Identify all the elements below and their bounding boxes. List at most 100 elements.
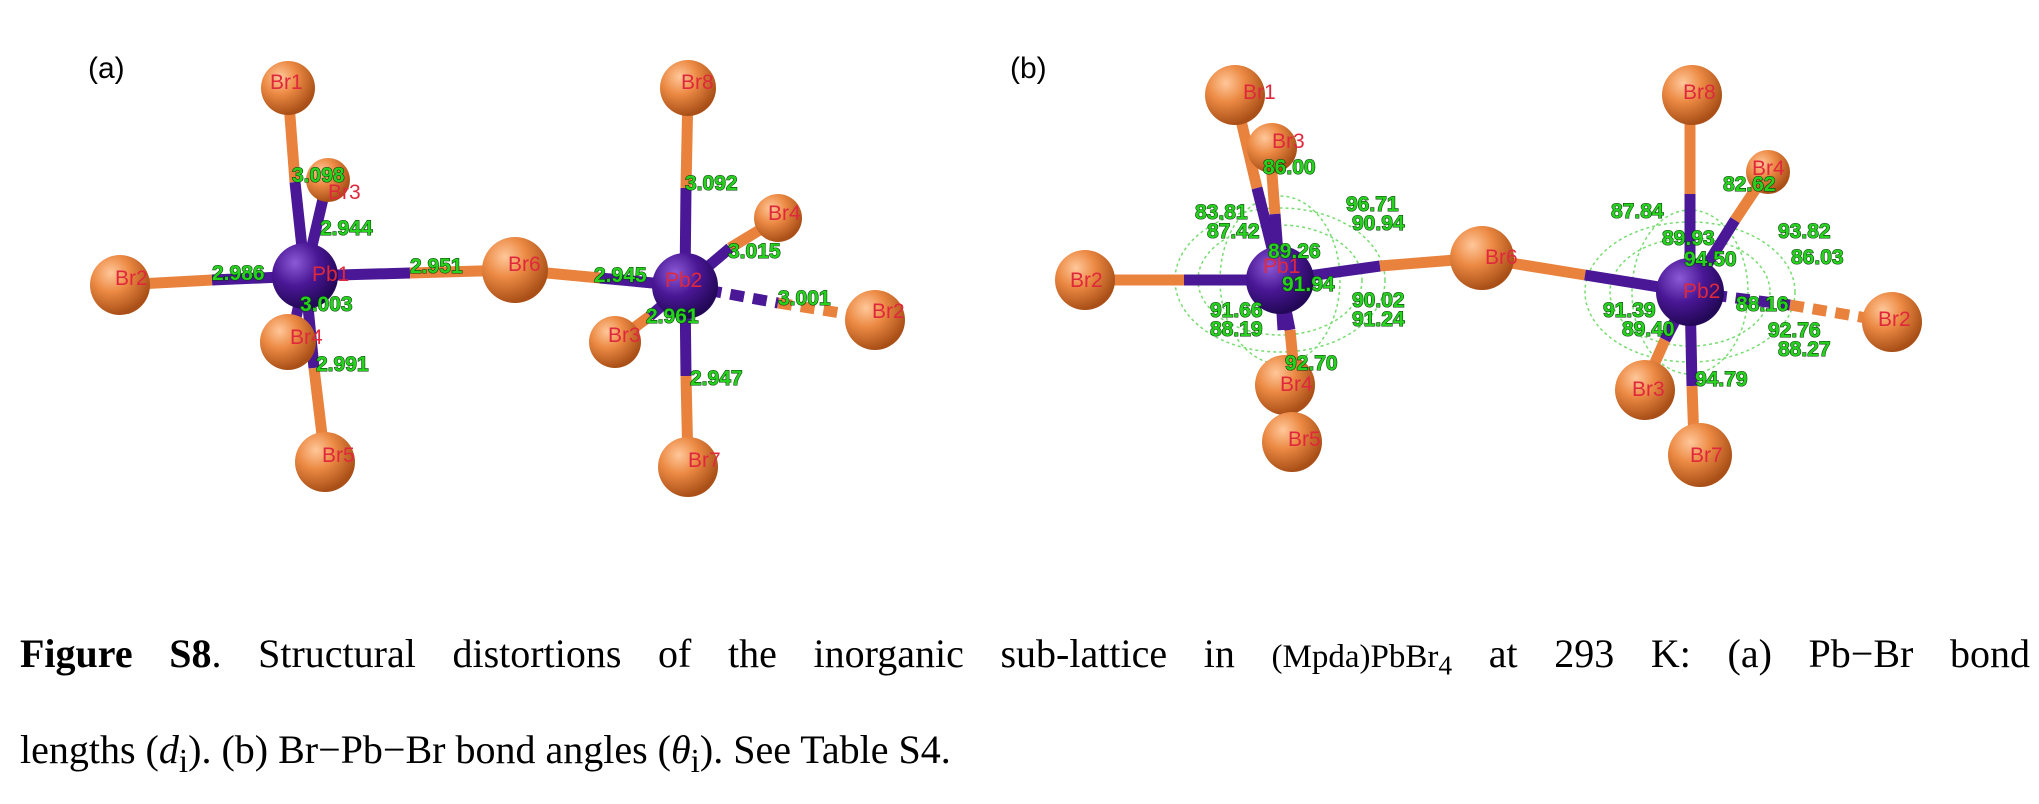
bond-length-label: 2.991	[316, 353, 369, 376]
panel-b-br6-atom	[1450, 226, 1514, 290]
bond-length-label: 3.092	[685, 172, 738, 195]
bond-angle-label: 94.50	[1684, 248, 1737, 271]
compound-subscript: 4	[1438, 649, 1453, 681]
atom-label: Br4	[768, 202, 801, 225]
atom-label: Br1	[1243, 81, 1276, 104]
atom-label: Br7	[688, 449, 721, 472]
atom-label: Br3	[608, 324, 641, 347]
bond-angle-label: 90.02	[1352, 289, 1405, 312]
atom-label: Pb2	[665, 269, 702, 292]
panel-b-pb1-atom	[1246, 246, 1314, 314]
bond-length-label: 2.944	[320, 217, 373, 240]
panel-a-br3b-atom	[589, 316, 641, 368]
bond-length-label: 2.961	[646, 305, 699, 328]
bond-length-label: 3.001	[778, 287, 831, 310]
bond-angle-label: 94.79	[1695, 368, 1748, 391]
panel-a-br1-atom	[261, 61, 315, 115]
caption-text: lengths (	[20, 726, 159, 772]
panel-a-structure: Br1 Br3 Br2 Pb1 Br4 Br5 Br6 Br8 Br4 Pb2 …	[90, 60, 905, 497]
bond-angle-label: 88.27	[1778, 338, 1831, 361]
atom-label: Pb1	[312, 263, 349, 286]
caption-text: ). (b) Br−Pb−Br bond angles (	[188, 726, 671, 772]
bond-angle-label: 89.26	[1268, 240, 1321, 263]
panel-a-pb2-atom	[652, 253, 718, 319]
bond-angle-label: 92.76	[1768, 319, 1821, 342]
caption-text: . Structural distortions of the inorgani…	[211, 631, 1272, 676]
caption-line-1: Figure S8. Structural distortions of the…	[20, 612, 2030, 708]
panel-b-br3b-atom	[1615, 360, 1675, 420]
figure-caption: Figure S8. Structural distortions of the…	[20, 612, 2030, 804]
caption-text: at 293 K: (a) Pb−Br bond	[1452, 631, 2031, 676]
panel-a-pb1-atom	[272, 243, 338, 309]
panel-b-br7-atom	[1668, 423, 1732, 487]
bond-angle-label: 91.24	[1352, 308, 1405, 331]
panel-a-br6-atom	[482, 237, 548, 303]
atom-label: Br2	[1070, 269, 1103, 292]
panel-b-br5-atom	[1262, 412, 1322, 472]
compound-formula: (Mpda)PbBr4	[1272, 639, 1453, 681]
atom-label: Br6	[508, 253, 541, 276]
panel-b-br3-atom	[1247, 123, 1297, 173]
panel-a-br2b-atom	[845, 290, 905, 350]
bond-angle-label: 87.84	[1611, 200, 1664, 223]
panel-b-bond-angles: 86.00 83.81 87.42 96.71 90.94 89.26 91.9…	[1194, 155, 1844, 391]
panel-a-bond-lengths: 3.098 2.944 2.986 3.003 2.991 2.951 3.09…	[211, 163, 831, 390]
atom-label: Br4	[1280, 373, 1313, 396]
bond-angle-label: 91.66	[1210, 299, 1263, 322]
atom-label: Br4	[290, 326, 323, 349]
panel-b-structure: Br1 Br3 Br2 Pb1 Br4 Br5 Br6 Br8 Br4 Pb2 …	[1055, 65, 1922, 487]
bond-angle-label: 89.93	[1662, 227, 1715, 250]
atom-label: Br6	[1485, 246, 1518, 269]
bond-angle-label: 92.70	[1285, 352, 1338, 375]
bond-angle-label: 83.81	[1195, 201, 1248, 224]
caption-text: ). See Table S4.	[699, 726, 951, 772]
atom-label: Br3	[328, 181, 361, 204]
bond-length-label: 2.951	[410, 255, 463, 278]
panel-b-br1-atom	[1205, 65, 1265, 125]
atom-label: Br2	[115, 267, 148, 290]
bond-angle-label: 82.62	[1723, 173, 1776, 196]
d-subscript: i	[178, 742, 189, 780]
panel-b-br8-atom	[1662, 65, 1722, 125]
caption-line-2: lengths (di). (b) Br−Pb−Br bond angles (…	[20, 708, 2030, 804]
panel-b-br2b-atom	[1862, 292, 1922, 352]
panel-a-br7-atom	[658, 437, 718, 497]
bond-angle-label: 93.82	[1778, 220, 1831, 243]
panel-a-br5-atom	[295, 432, 355, 492]
bond-angle-label: 91.39	[1603, 299, 1656, 322]
panel-b-br4-atom	[1255, 355, 1315, 415]
panel-a-br3-atom	[306, 158, 350, 202]
bond-length-label: 3.015	[728, 240, 781, 263]
bond-length-label: 2.947	[690, 367, 743, 390]
theta-subscript: i	[690, 742, 700, 780]
panel-a-br4-atom	[260, 314, 316, 370]
bond-angle-label: 90.94	[1352, 212, 1405, 235]
atom-label: Pb1	[1263, 255, 1300, 278]
panel-b-br4b-atom	[1746, 150, 1790, 194]
bond-length-label: 3.003	[300, 293, 353, 316]
atom-label: Br2	[872, 300, 905, 323]
atom-label: Br1	[270, 71, 303, 94]
panel-a-br2-atom	[90, 255, 150, 315]
atom-label: Br8	[1683, 81, 1716, 104]
panel-a-br4b-atom	[754, 194, 802, 242]
panel-b-atom-labels: Br1 Br3 Br2 Pb1 Br4 Br5 Br6 Br8 Br4 Pb2 …	[1070, 81, 1911, 467]
bond-angle-label: 91.94	[1282, 273, 1335, 296]
bond-angle-label: 89.40	[1622, 318, 1675, 341]
atom-label: Br2	[1878, 308, 1911, 331]
atom-label: Br3	[1632, 378, 1665, 401]
bond-angle-label: 88.19	[1210, 318, 1263, 341]
panel-b-pb2-atom	[1656, 258, 1724, 326]
panel-a-atoms	[90, 60, 905, 497]
atom-label: Br5	[322, 444, 355, 467]
bond-length-label: 2.945	[594, 264, 647, 287]
bond-angle-label: 88.16	[1736, 293, 1789, 316]
bond-length-label: 2.986	[212, 262, 265, 285]
bond-length-label: 3.098	[292, 164, 345, 187]
theta-symbol: θ	[670, 726, 691, 772]
panel-a-br8-atom	[660, 60, 716, 116]
atom-label: Br4	[1752, 157, 1785, 180]
atom-label: Br3	[1272, 130, 1305, 153]
atom-label: Br7	[1690, 444, 1723, 467]
panel-a-label: (a)	[88, 52, 125, 85]
